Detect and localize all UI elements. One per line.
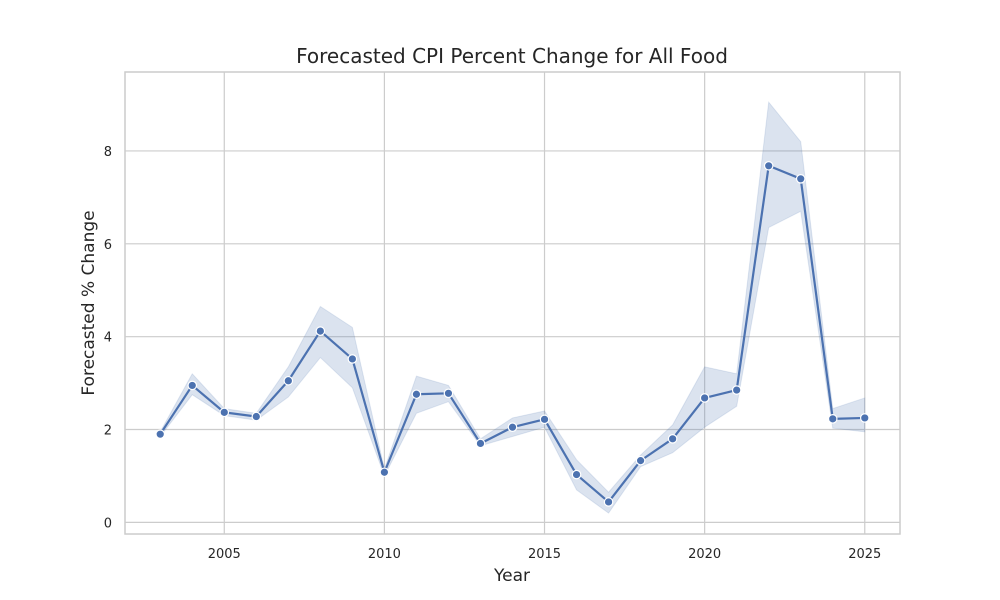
- x-tick-label: 2010: [368, 547, 401, 562]
- data-point: [251, 411, 262, 422]
- data-point: [187, 380, 198, 391]
- data-point: [795, 173, 806, 184]
- data-point: [283, 375, 294, 386]
- data-point: [731, 385, 742, 395]
- data-point: [699, 393, 710, 403]
- data-point: [347, 354, 358, 364]
- data-point: [827, 414, 838, 424]
- data-point: [539, 414, 550, 425]
- x-tick-label: 2005: [208, 547, 241, 562]
- data-point: [763, 160, 774, 171]
- data-point: [219, 407, 230, 418]
- x-tick-label: 2020: [688, 547, 721, 562]
- data-point: [635, 455, 646, 466]
- grid-lines: [125, 72, 900, 534]
- y-tick-label: 8: [104, 145, 112, 160]
- y-tick-label: 0: [104, 516, 112, 531]
- y-axis-label: Forecasted % Change: [79, 210, 99, 395]
- y-tick-label: 2: [104, 424, 112, 439]
- data-point: [859, 413, 870, 423]
- y-tick-label: 4: [104, 331, 112, 346]
- x-tick-label: 2015: [528, 547, 561, 562]
- data-point: [315, 326, 326, 336]
- data-point: [475, 438, 486, 449]
- confidence-band-layer: [159, 100, 866, 514]
- x-axis-label: Year: [493, 566, 530, 586]
- confidence-band: [159, 100, 866, 514]
- chart-title: Forecasted CPI Percent Change for All Fo…: [296, 44, 728, 68]
- data-point: [155, 429, 166, 439]
- data-point: [571, 469, 582, 480]
- data-point: [443, 388, 454, 399]
- data-points-layer: [155, 160, 870, 507]
- data-point: [411, 389, 422, 400]
- y-tick-label: 6: [104, 238, 112, 253]
- data-point: [603, 497, 614, 507]
- x-tick-label: 2025: [848, 547, 881, 562]
- x-tick-labels: 2005 2010 2015 2020 2025: [208, 547, 882, 562]
- data-point: [379, 467, 390, 478]
- plot-frame: [124, 71, 901, 535]
- data-point: [507, 422, 518, 433]
- data-point: [667, 434, 678, 444]
- y-tick-labels: 0 2 4 6 8: [104, 145, 112, 531]
